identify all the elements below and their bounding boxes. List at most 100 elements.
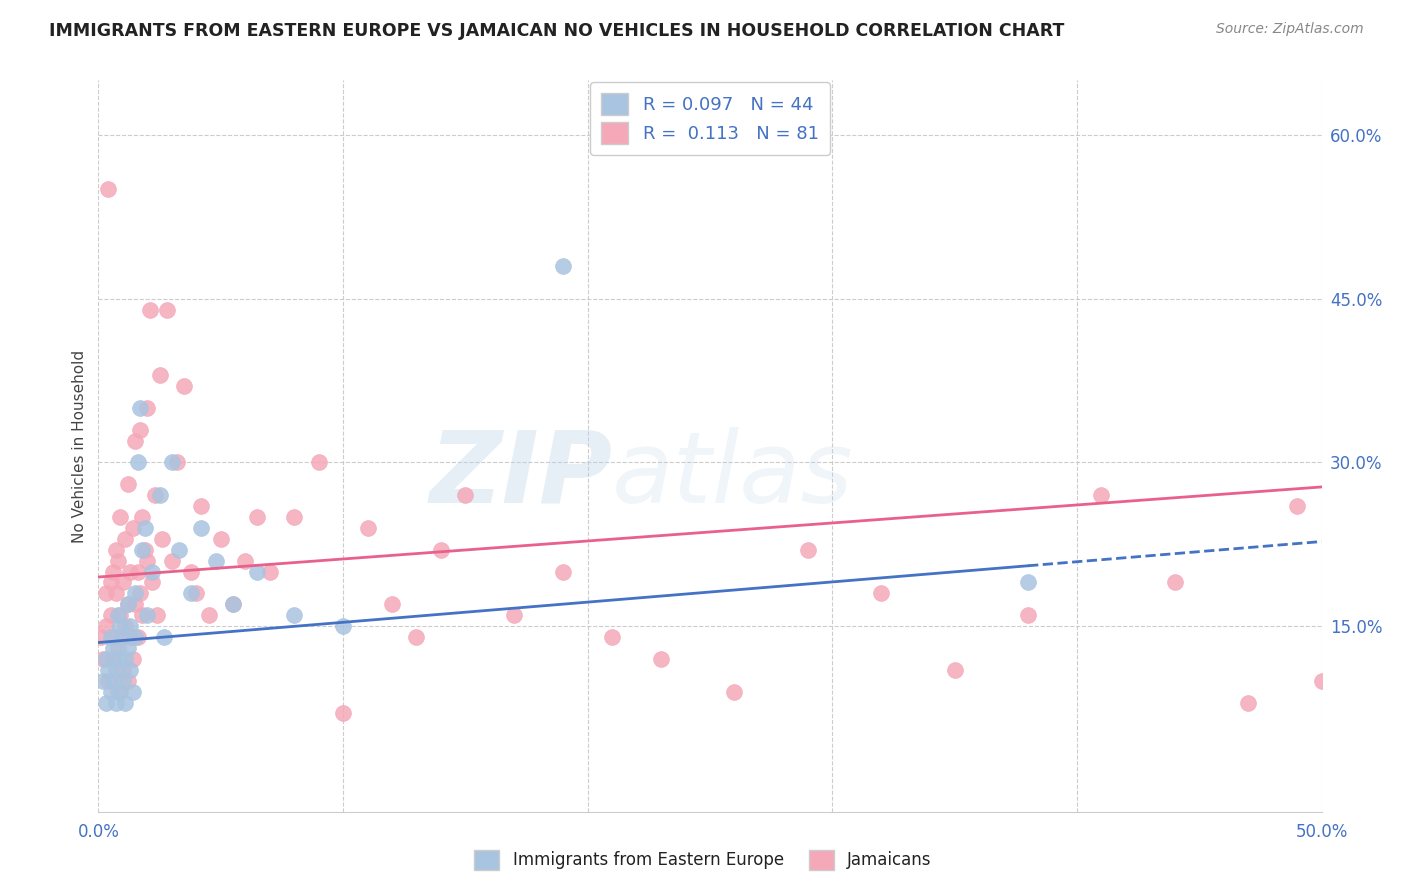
Point [180,565,202,579]
Point [503,608,526,623]
Point [246,565,269,579]
Point [308,455,330,469]
Point [127,630,149,644]
Point [141,575,163,590]
Point [114,532,136,546]
Point [104,542,127,557]
Point [139,302,162,317]
Point [222,597,245,611]
Point [120,630,142,644]
Point [156,302,179,317]
Point [131,608,153,623]
Point [1017,608,1039,623]
Point [136,554,159,568]
Point [127,565,149,579]
Point [110,684,132,698]
Point [943,663,966,677]
Point [1164,575,1187,590]
Point [129,423,152,437]
Point [149,488,172,502]
Point [222,597,245,611]
Point [143,488,166,502]
Point [107,684,129,698]
Legend: R = 0.097   N = 44, R =  0.113   N = 81: R = 0.097 N = 44, R = 0.113 N = 81 [591,82,830,155]
Point [186,586,208,600]
Point [180,586,202,600]
Point [1017,575,1039,590]
Point [1286,499,1309,513]
Point [405,630,427,644]
Point [136,608,159,623]
Point [111,673,134,688]
Point [114,652,136,666]
Point [90,630,112,644]
Point [166,455,188,469]
Point [124,630,146,644]
Point [91,673,114,688]
Point [111,630,134,644]
Point [167,542,190,557]
Point [100,684,122,698]
Point [127,455,149,469]
Point [1090,488,1112,502]
Point [190,499,212,513]
Point [190,521,212,535]
Point [136,401,159,415]
Point [117,597,139,611]
Point [870,586,893,600]
Point [107,640,129,655]
Point [117,640,139,655]
Point [110,608,132,623]
Point [111,575,134,590]
Point [94,696,117,710]
Point [134,521,156,535]
Point [129,586,152,600]
Point [650,652,672,666]
Point [600,630,623,644]
Point [120,663,142,677]
Text: Source: ZipAtlas.com: Source: ZipAtlas.com [1216,22,1364,37]
Point [101,565,124,579]
Point [110,510,132,524]
Point [197,608,219,623]
Point [153,630,176,644]
Point [124,597,146,611]
Point [1310,673,1333,688]
Point [146,608,169,623]
Point [124,434,146,448]
Point [101,652,124,666]
Point [723,684,745,698]
Point [120,565,142,579]
Point [104,586,127,600]
Point [100,575,122,590]
Point [114,619,136,633]
Point [101,640,124,655]
Point [233,554,256,568]
Point [117,477,139,491]
Point [97,663,120,677]
Point [553,259,575,273]
Point [117,597,139,611]
Point [121,521,143,535]
Text: atlas: atlas [612,426,853,524]
Point [454,488,477,502]
Point [356,521,378,535]
Point [160,554,183,568]
Y-axis label: No Vehicles in Household: No Vehicles in Household [72,350,87,542]
Point [149,368,172,382]
Point [160,455,183,469]
Point [111,663,134,677]
Point [97,182,120,196]
Point [430,542,453,557]
Point [553,565,575,579]
Point [107,554,129,568]
Point [91,652,114,666]
Point [117,673,139,688]
Point [97,673,120,688]
Point [104,630,127,644]
Point [101,673,124,688]
Point [332,619,354,633]
Point [246,510,269,524]
Point [121,684,143,698]
Point [259,565,281,579]
